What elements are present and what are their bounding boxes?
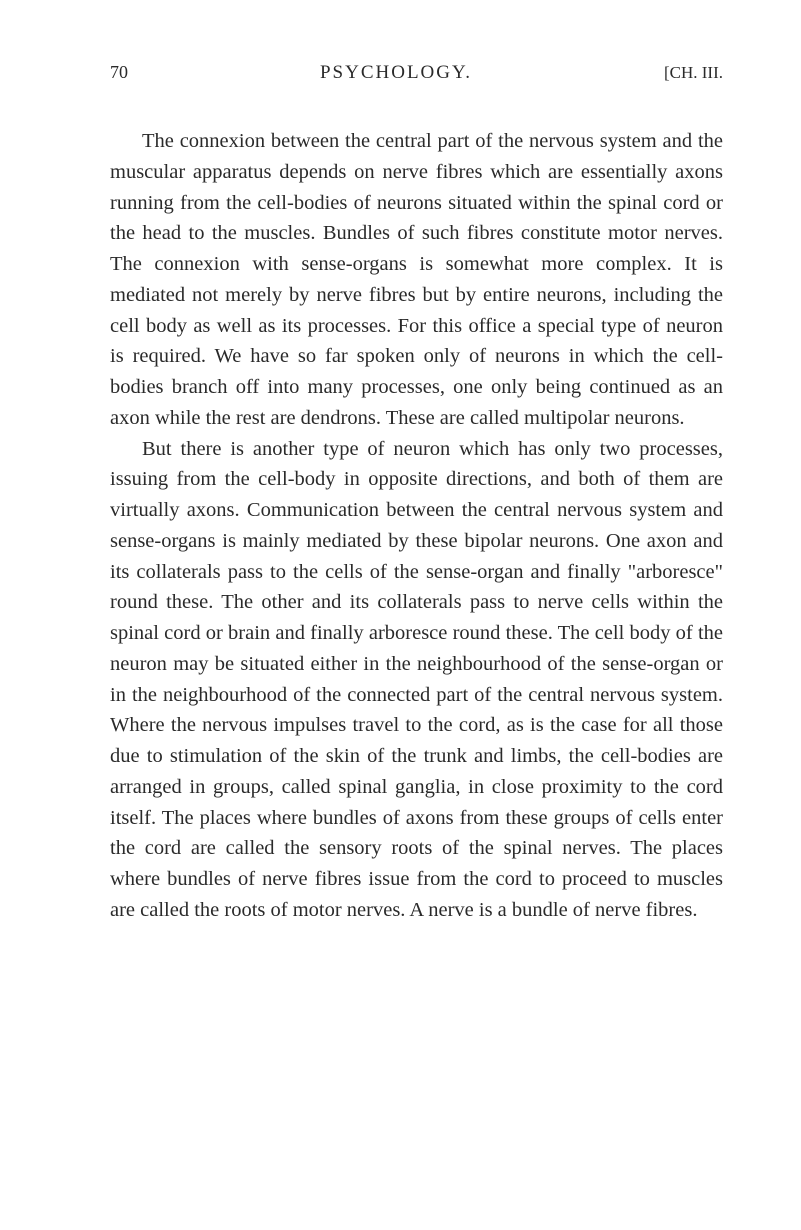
paragraph-2: But there is another type of neuron whic…: [110, 434, 723, 926]
paragraph-1: The connexion between the central part o…: [110, 126, 723, 434]
page-number: 70: [110, 62, 128, 83]
page-title: PSYCHOLOGY.: [320, 62, 472, 84]
chapter-reference: [CH. III.: [664, 63, 723, 83]
page-container: 70 PSYCHOLOGY. [CH. III. The connexion b…: [0, 0, 801, 966]
page-header: 70 PSYCHOLOGY. [CH. III.: [110, 62, 723, 84]
body-text: The connexion between the central part o…: [110, 126, 723, 926]
